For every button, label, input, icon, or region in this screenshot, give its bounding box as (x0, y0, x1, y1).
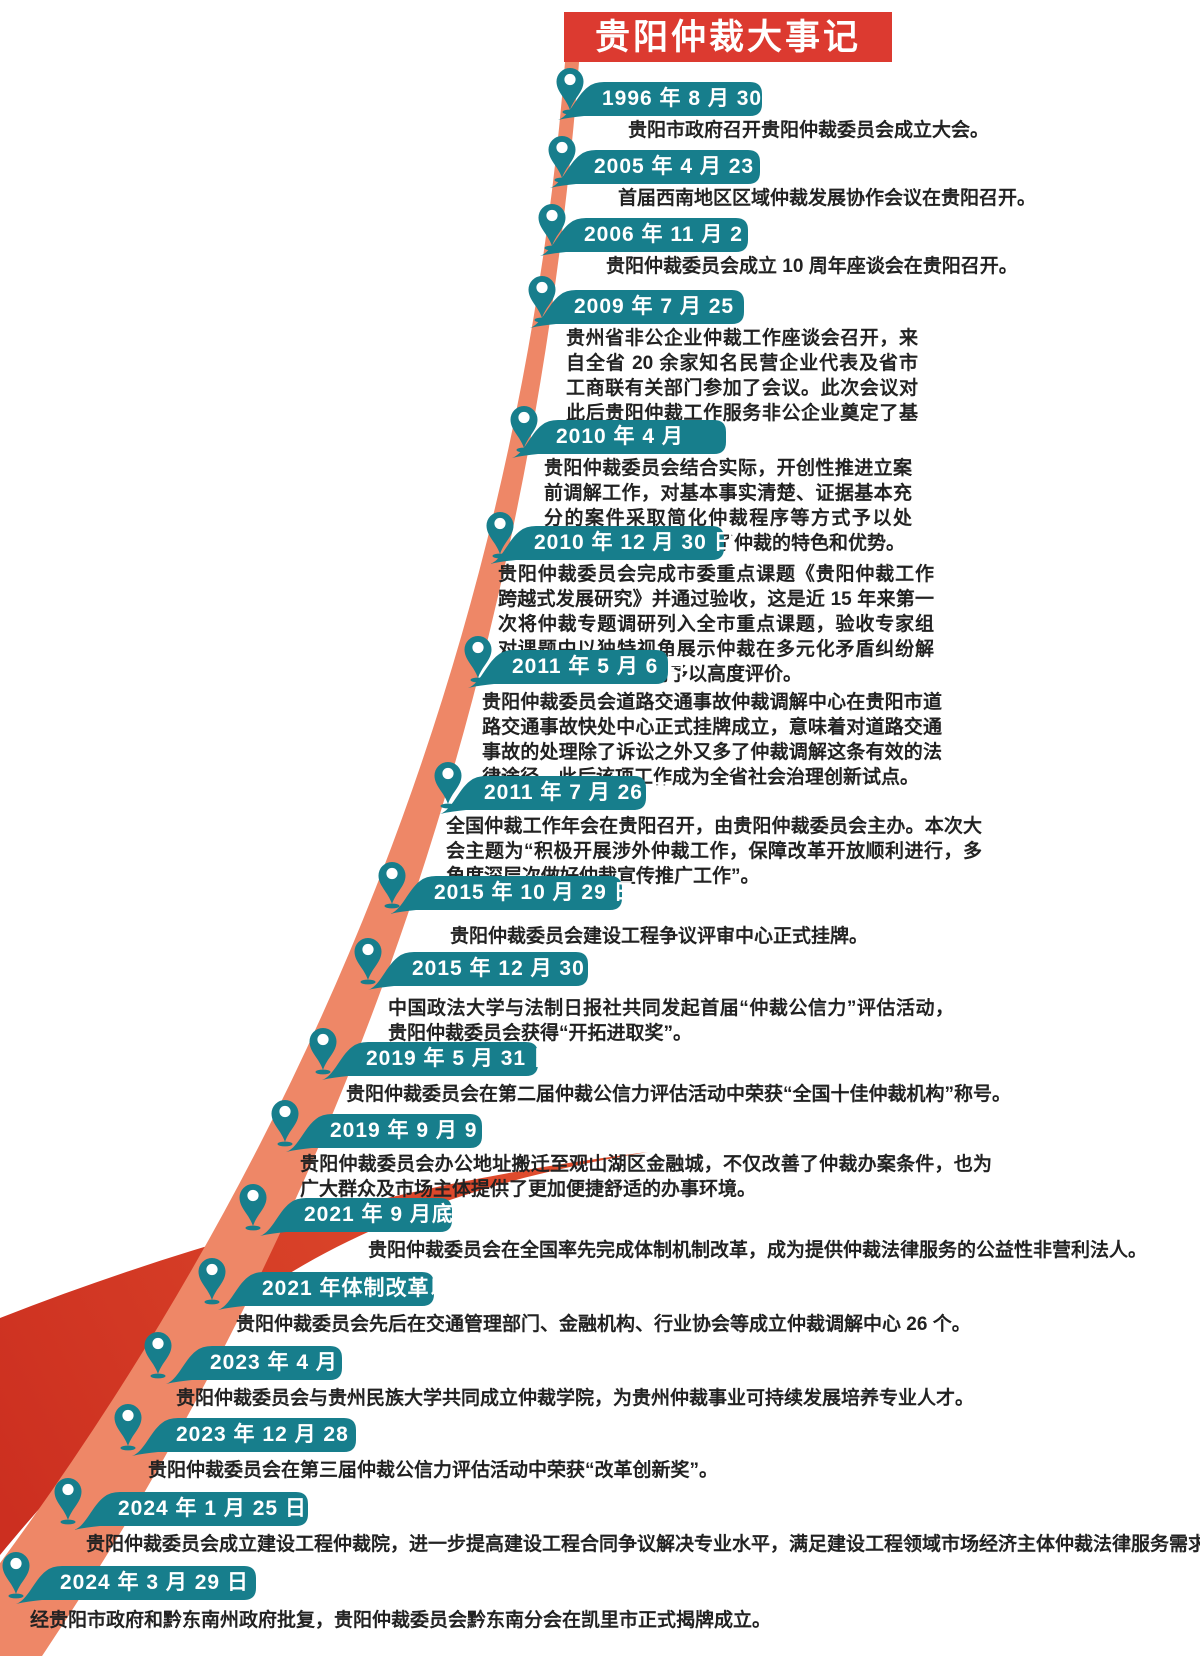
location-pin-icon (307, 1026, 339, 1081)
date-badge: 2019 年 5 月 31 日 (322, 1040, 554, 1082)
date-badge: 1996 年 8 月 30 日 (558, 80, 790, 122)
date-label: 2019 年 5 月 31 日 (366, 1047, 555, 1070)
red-swoosh-shape (0, 1152, 648, 1555)
date-badge: 2023 年 4 月 (166, 1344, 342, 1386)
event-description: 贵阳仲裁委员会成立建设工程仲裁院，进一步提高建设工程合同争议解决专业水平，满足建… (86, 1534, 1200, 1555)
date-label: 2023 年 4 月 (210, 1351, 338, 1374)
event-description: 贵阳仲裁委员会道路交通事故仲裁调解中心在贵阳市道路交通事故快处中心正式挂牌成立，… (482, 692, 942, 789)
date-badge: 2011 年 7 月 26 日 (440, 774, 671, 816)
date-badge: 2021 年体制改革以来 (218, 1270, 473, 1312)
date-label: 2010 年 12 月 30 日 (534, 531, 736, 554)
location-pin-icon (269, 1098, 301, 1153)
date-badge: 2019 年 9 月 9 日 (286, 1112, 505, 1154)
date-label: 2011 年 5 月 6 日 (512, 655, 688, 678)
event-description: 全国仲裁工作年会在贵阳召开，由贵阳仲裁委员会主办。本次大会主题为“积极开展涉外仲… (446, 816, 982, 888)
event-description: 贵阳仲裁委员会先后在交通管理部门、金融机构、行业协会等成立仲裁调解中心 26 个… (236, 1314, 971, 1335)
date-label: 2023 年 12 月 28 日 (176, 1423, 378, 1446)
date-label: 2024 年 1 月 25 日 (118, 1497, 307, 1520)
location-pin-icon (196, 1256, 228, 1311)
date-badge: 2005 年 4 月 23 日 (550, 148, 782, 190)
date-badge: 2006 年 11 月 2 日 (540, 216, 771, 258)
event-description: 贵阳仲裁委员会与贵州民族大学共同成立仲裁学院，为贵州仲裁事业可持续发展培养专业人… (176, 1388, 975, 1409)
date-label: 2011 年 7 月 26 日 (484, 781, 672, 804)
date-badge: 2015 年 12 月 30 日 (368, 950, 613, 992)
event-description: 贵阳仲裁委员会在第三届仲裁公信力评估活动中荣获“改革创新奖”。 (148, 1460, 719, 1481)
event-description: 贵阳市政府召开贵阳仲裁委员会成立大会。 (628, 120, 990, 141)
event-description: 贵阳仲裁委员会在第二届仲裁公信力评估活动中荣获“全国十佳仲裁机构”称号。 (346, 1084, 1012, 1105)
date-label: 2005 年 4 月 23 日 (594, 155, 783, 178)
date-badge: 2024 年 3 月 29 日 (16, 1564, 256, 1606)
event-description: 经贵阳市政府和黔东南州政府批复，贵阳仲裁委员会黔东南分会在凯里市正式揭牌成立。 (30, 1610, 772, 1631)
event-description: 中国政法大学与法制日报社共同发起首届“仲裁公信力”评估活动，贵阳仲裁委员会获得“… (388, 998, 954, 1045)
date-label: 2015 年 12 月 30 日 (412, 957, 614, 980)
date-badge: 2009 年 7 月 25 日 (530, 288, 762, 330)
date-badge: 2010 年 4 月 (512, 418, 726, 460)
date-badge: 2010 年 12 月 30 日 (490, 524, 735, 566)
date-badge: 2023 年 12 月 28 日 (132, 1416, 377, 1458)
event-description: 贵阳仲裁委员会建设工程争议评审中心正式挂牌。 (450, 926, 869, 947)
location-pin-icon (352, 936, 384, 991)
location-pin-icon (0, 1550, 32, 1605)
date-label: 2015 年 10 月 29 日 (434, 881, 636, 904)
date-badge: 2015 年 10 月 29 日 (390, 874, 635, 916)
date-label: 2021 年体制改革以来 (262, 1277, 474, 1300)
location-pin-icon (376, 860, 408, 915)
date-label: 2009 年 7 月 25 日 (574, 295, 763, 318)
date-label: 2019 年 9 月 9 日 (330, 1119, 507, 1142)
location-pin-icon (52, 1476, 84, 1531)
page-title: 贵阳仲裁大事记 (594, 18, 861, 57)
event-description: 首届西南地区区域仲裁发展协作会议在贵阳召开。 (618, 188, 1037, 209)
date-label: 1996 年 8 月 30 日 (602, 87, 791, 110)
location-pin-icon (237, 1182, 269, 1237)
date-label: 2006 年 11 月 2 日 (584, 223, 772, 246)
date-label: 2024 年 3 月 29 日 (60, 1571, 249, 1594)
title-banner: 贵阳仲裁大事记 (564, 12, 892, 62)
event-description: 贵阳仲裁委员会办公地址搬迁至观山湖区金融城，不仅改善了仲裁办案条件，也为广大群众… (300, 1154, 992, 1201)
date-badge: 2021 年 9 月底 (260, 1196, 454, 1238)
date-label: 2021 年 9 月底 (304, 1203, 454, 1226)
event-description: 贵阳仲裁委员会在全国率先完成体制机制改革，成为提供仲裁法律服务的公益性非营利法人… (368, 1240, 1148, 1261)
date-badge: 2024 年 1 月 25 日 (74, 1490, 308, 1532)
location-pin-icon (112, 1402, 144, 1457)
date-badge: 2011 年 5 月 6 日 (468, 648, 686, 690)
location-pin-icon (142, 1330, 174, 1385)
date-label: 2010 年 4 月 (556, 425, 684, 448)
event-description: 贵阳仲裁委员会成立 10 周年座谈会在贵阳召开。 (606, 256, 1018, 277)
